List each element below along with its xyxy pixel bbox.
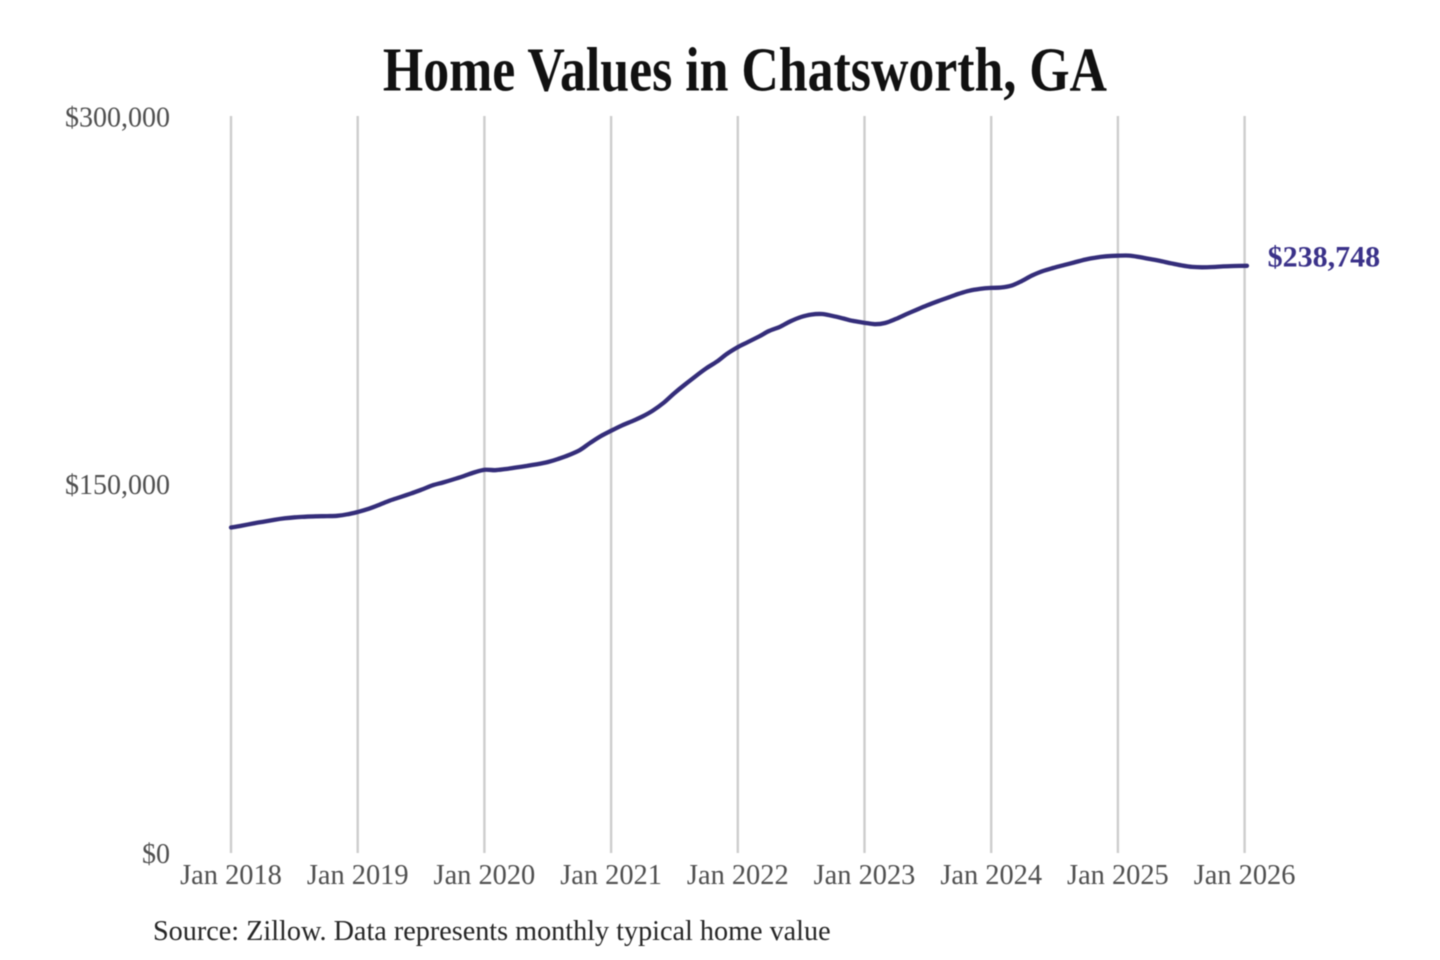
svg-text:Jan 2021: Jan 2021 [560, 860, 662, 891]
svg-text:Home Values in Chatsworth, GA: Home Values in Chatsworth, GA [383, 36, 1107, 104]
svg-text:$150,000: $150,000 [65, 470, 170, 501]
svg-text:Jan 2020: Jan 2020 [434, 860, 536, 891]
svg-text:$300,000: $300,000 [65, 102, 170, 133]
svg-text:$0: $0 [142, 839, 170, 870]
svg-text:Jan 2022: Jan 2022 [687, 860, 789, 891]
svg-text:Jan 2025: Jan 2025 [1067, 860, 1169, 891]
svg-text:Jan 2026: Jan 2026 [1194, 860, 1296, 891]
svg-text:Jan 2024: Jan 2024 [940, 860, 1042, 891]
svg-text:Jan 2019: Jan 2019 [307, 860, 409, 891]
svg-text:Source: Zillow. Data represent: Source: Zillow. Data represents monthly … [153, 916, 831, 947]
svg-text:Jan 2023: Jan 2023 [814, 860, 916, 891]
svg-text:$238,748: $238,748 [1268, 240, 1381, 273]
svg-text:Jan 2018: Jan 2018 [180, 860, 282, 891]
